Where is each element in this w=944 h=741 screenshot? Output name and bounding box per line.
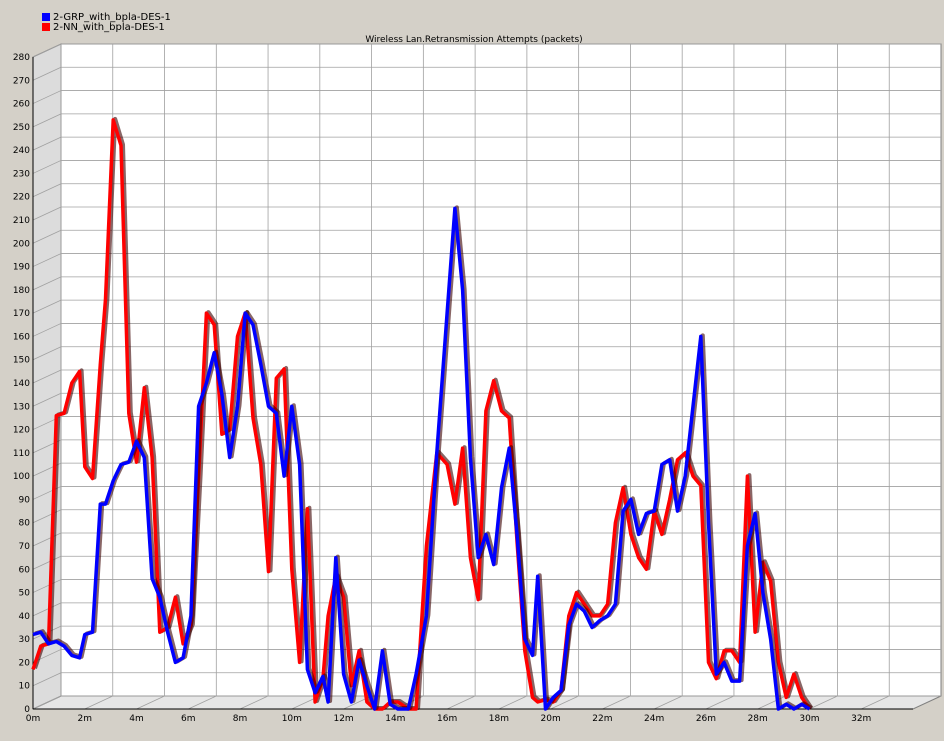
y-tick-label: 70 bbox=[19, 542, 31, 552]
y-tick-label: 90 bbox=[19, 495, 31, 505]
x-tick-label: 2m bbox=[78, 714, 93, 724]
gridline-v-floor bbox=[861, 695, 890, 710]
gridline-h-side bbox=[32, 346, 62, 361]
x-tick-label: 32m bbox=[851, 714, 871, 724]
gridline-h-side bbox=[32, 90, 62, 104]
gridline-v-floor bbox=[654, 695, 683, 710]
y-tick-label: 140 bbox=[13, 379, 30, 389]
y-tick-label: 210 bbox=[13, 216, 30, 226]
gridline-v-floor bbox=[498, 695, 528, 710]
y-tick-label: 190 bbox=[13, 263, 30, 273]
legend-item-nn: 2-NN_with_bpla-DES-1 bbox=[42, 22, 165, 34]
y-tick-label: 250 bbox=[13, 123, 30, 133]
x-tick-label: 20m bbox=[541, 714, 561, 724]
y-tick-label: 240 bbox=[13, 146, 30, 156]
gridline-v-floor bbox=[446, 695, 476, 710]
legend-label-nn: 2-NN_with_bpla-DES-1 bbox=[53, 22, 165, 33]
gridline-v-floor bbox=[550, 695, 579, 710]
x-tick-label: 4m bbox=[129, 714, 144, 724]
x-tick-label: 8m bbox=[233, 714, 248, 724]
legend-item-grp: 2-GRP_with_bpla-DES-1 bbox=[42, 12, 171, 24]
gridline-v-floor bbox=[84, 695, 113, 710]
y-tick-label: 10 bbox=[19, 682, 31, 692]
gridline-h-side bbox=[32, 602, 62, 617]
x-tick-label: 10m bbox=[282, 714, 302, 724]
y-tick-label: 30 bbox=[19, 635, 31, 645]
y-tick-label: 120 bbox=[13, 426, 30, 436]
gridline-h-side bbox=[32, 253, 62, 267]
x-tick-label: 26m bbox=[696, 714, 716, 724]
gridline-h-side bbox=[32, 532, 62, 547]
gridline-h-side bbox=[32, 625, 62, 640]
gridline-h-side bbox=[32, 579, 62, 593]
gridline-h-side bbox=[32, 229, 62, 244]
series-line bbox=[32, 206, 811, 711]
legend-swatch-grp bbox=[42, 13, 50, 21]
grid-lines bbox=[32, 43, 941, 710]
y-tick-label: 170 bbox=[13, 309, 30, 319]
series-line bbox=[31, 118, 811, 711]
gridline-h-side bbox=[32, 555, 62, 570]
x-tick-label: 22m bbox=[592, 714, 612, 724]
y-tick-label: 260 bbox=[13, 100, 30, 110]
y-tick-label: 150 bbox=[13, 356, 30, 366]
y-tick-label: 230 bbox=[13, 169, 30, 179]
x-tick-label: 14m bbox=[385, 714, 405, 724]
gridline-h-side bbox=[32, 299, 62, 314]
y-tick-label: 80 bbox=[19, 519, 31, 529]
y-tick-label: 100 bbox=[13, 472, 30, 482]
gridline-v-floor bbox=[32, 695, 62, 710]
y-tick-label: 160 bbox=[13, 332, 30, 342]
x-tick-label: 12m bbox=[333, 714, 353, 724]
gridline-v-floor bbox=[239, 695, 269, 710]
y-tick-label: 180 bbox=[13, 286, 30, 296]
x-tick-label: 6m bbox=[181, 714, 196, 724]
y-tick-label: 40 bbox=[19, 612, 31, 622]
x-tick-label: 16m bbox=[437, 714, 457, 724]
gridline-h-side bbox=[32, 136, 62, 151]
gridline-h-side bbox=[32, 672, 62, 687]
y-tick-label: 200 bbox=[13, 239, 30, 249]
y-tick-label: 50 bbox=[19, 589, 31, 599]
x-tick-label: 18m bbox=[489, 714, 509, 724]
gridline-h-side bbox=[32, 323, 62, 337]
gridline-v-floor bbox=[809, 695, 838, 710]
gridline-h-side bbox=[32, 66, 62, 81]
x-tick-label: 28m bbox=[748, 714, 768, 724]
gridline-h-side bbox=[32, 183, 62, 198]
gridline-h-side bbox=[32, 43, 62, 58]
y-tick-label: 280 bbox=[13, 53, 30, 63]
y-tick-label: 0 bbox=[24, 705, 30, 715]
gridline-h-side bbox=[32, 160, 62, 174]
y-tick-label: 220 bbox=[13, 193, 30, 203]
legend-swatch-nn bbox=[42, 23, 50, 31]
x-tick-label: 30m bbox=[799, 714, 819, 724]
gridline-v-floor bbox=[705, 695, 735, 710]
gridline-v-floor bbox=[188, 695, 217, 710]
gridline-h-side bbox=[32, 206, 62, 221]
gridline-h-side bbox=[32, 369, 62, 384]
x-tick-label: 24m bbox=[644, 714, 664, 724]
gridline-h-side bbox=[32, 276, 62, 291]
gridline-h-side bbox=[32, 113, 62, 128]
x-tick-labels: 0m 2m 4m 6m 8m 10m 12m 14m 16m 18m 20m 22m 24m 26m 28m… bbox=[26, 714, 872, 724]
chart-title: Wireless Lan.Retransmission Attempts (pa… bbox=[365, 35, 582, 45]
y-tick-label: 110 bbox=[13, 449, 30, 459]
y-tick-labels: 0 10 20 30 40 50 60 70 80 90 100 110 120 130 140 150 160… bbox=[13, 53, 30, 715]
y-tick-label: 60 bbox=[19, 565, 31, 575]
y-tick-label: 20 bbox=[19, 658, 31, 668]
gridline-v-floor bbox=[136, 695, 165, 710]
legend-label-grp: 2-GRP_with_bpla-DES-1 bbox=[53, 12, 171, 23]
gridline-v-floor bbox=[602, 695, 631, 710]
gridline-h-side bbox=[32, 392, 62, 407]
y-tick-label: 270 bbox=[13, 76, 30, 86]
y-tick-label: 130 bbox=[13, 402, 30, 412]
x-tick-label: 0m bbox=[26, 714, 41, 724]
